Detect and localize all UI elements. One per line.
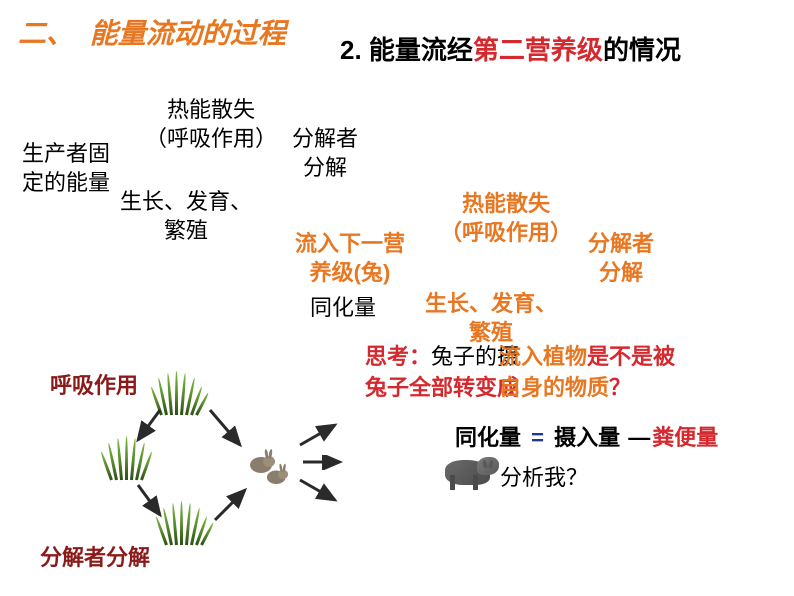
subtitle-prefix: 2. 能量流经 [340,35,473,65]
overlap-self-material: 自身的物质 [499,375,609,400]
label-analyze-me: 分析我？ [500,460,588,492]
question-l2: 兔子全部转变成 [365,375,519,400]
question-prefix: 思考： [365,344,431,369]
label-heat-loss-2: 热能散失 （呼吸作用） [440,190,572,247]
label-decomposer-2: 分解者 分解 [588,230,654,287]
formula-feces: 粪便量 [652,425,718,450]
arrow-icon [130,480,170,525]
rabbit-icon [263,460,293,486]
section-title: 二、 能量流动的过程 [18,12,286,52]
label-decomposer-1: 分解者 分解 [292,125,358,182]
arrow-icon [210,485,255,530]
subtitle-highlight: 第二营养级 [473,35,603,65]
overlap-flow-plants: 流入植物 [499,344,587,369]
question-block: 思考：兔子的摄流入植物是不是被 兔子全部转变成自身的物质？ [365,342,675,404]
arrow-icon [295,420,345,450]
subtitle-suffix: 的情况 [603,35,681,65]
title-main: 能量流动的过程 [90,18,286,49]
label-heat-loss-1: 热能散失 （呼吸作用） [145,96,277,153]
arrow-icon [295,475,345,505]
formula-eq: = [531,425,544,450]
label-producer-fixed: 生产者固 定的能量 [22,140,110,197]
formula-intake: 摄入量 [554,425,620,450]
label-assimilation: 同化量 [310,290,376,322]
label-respiration: 呼吸作用 [50,368,138,400]
formula-dash: — [628,425,650,450]
arrow-icon [130,405,170,450]
subtitle: 2. 能量流经第二营养级的情况 [340,30,681,67]
label-growth-2: 生长、发育、 繁殖 [425,290,557,347]
label-flow-next: 流入下一营 养级(兔) [295,230,405,287]
arrow-icon [205,405,250,455]
arrow-icon [298,455,348,470]
wolf-icon [435,445,505,490]
label-growth-1: 生长、发育、 繁殖 [120,188,252,245]
title-prefix: 二、 [18,18,74,49]
question-l1b: 是不是被 [587,344,675,369]
label-decomposer-bottom: 分解者分解 [40,540,150,572]
